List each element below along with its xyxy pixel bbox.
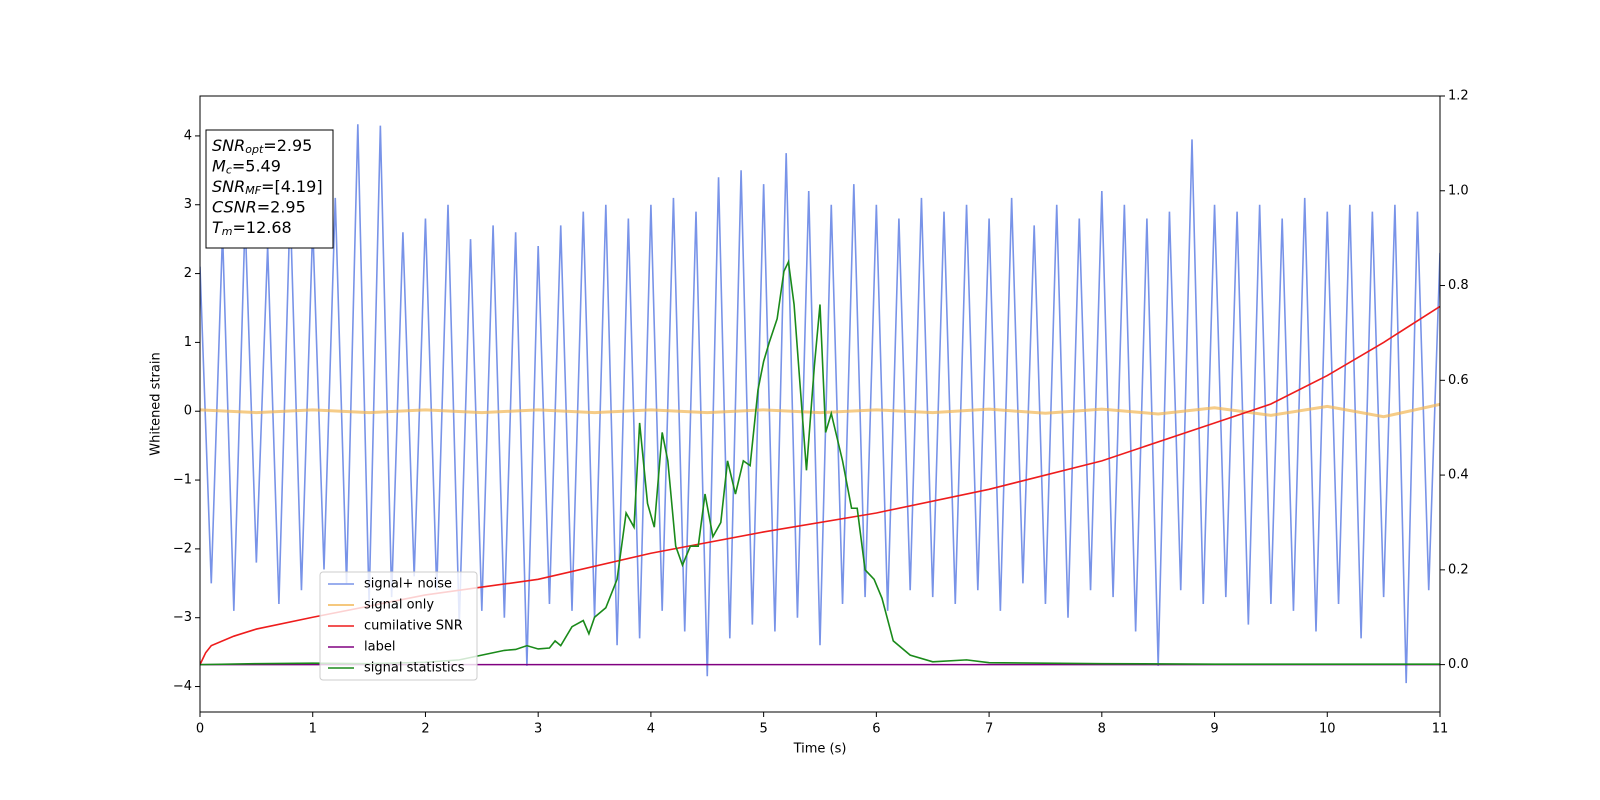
annotation-value: =[4.19] [261, 177, 323, 196]
y-tick-label: 2 [184, 266, 192, 281]
y2-tick-label: 1.2 [1448, 89, 1469, 104]
y-tick-label: 1 [184, 335, 192, 350]
annotation-name: M [212, 156, 226, 175]
legend: signal+ noise signal only cumilative SNR la… [319, 571, 478, 681]
y-tick-label: −4 [173, 679, 192, 694]
series-line [200, 305, 1440, 665]
legend-label: signal only [364, 598, 434, 613]
y-tick-label: 4 [184, 128, 192, 143]
annotation-name: CSNR [212, 197, 257, 216]
legend-label: signal statistics [364, 661, 465, 676]
x-tick-label: 7 [985, 722, 993, 737]
annotation-line: Mc=5.49 [212, 156, 281, 177]
y-axis-label: Whitened strain [149, 352, 164, 455]
x-tick-label: 5 [759, 722, 767, 737]
x-tick-label: 8 [1098, 722, 1106, 737]
y2-tick-label: 0.2 [1448, 562, 1469, 577]
annotation-frame [205, 129, 334, 249]
legend-label: cumilative SNR [364, 619, 463, 634]
annotation-line: SNRopt=2.95 [212, 136, 312, 157]
annotation-value: =2.95 [263, 136, 312, 155]
series-line [200, 124, 1440, 684]
series-line [200, 259, 1440, 666]
y-tick-label: 0 [184, 404, 192, 419]
x-tick-label: 0 [196, 722, 204, 737]
annotation-sub: c [226, 164, 232, 177]
y-tick-label: −3 [173, 610, 192, 625]
annotation-name: SNR [212, 136, 245, 155]
annotation-sub: m [222, 225, 233, 238]
x-tick-label: 6 [872, 722, 880, 737]
annotation-value: =12.68 [233, 218, 292, 237]
x-tick-label: 10 [1319, 722, 1336, 737]
x-tick-label: 9 [1210, 722, 1218, 737]
annotation-value: =5.49 [232, 156, 281, 175]
x-tick-label: 2 [421, 722, 429, 737]
x-tick-label: 1 [309, 722, 317, 737]
y-tick-label: −1 [173, 473, 192, 488]
y2-tick-label: 0.6 [1448, 373, 1469, 388]
annotation-box: SNRopt=2.95Mc=5.49SNRMF=[4.19]CSNR=2.95T… [205, 129, 334, 249]
y-tick-label: −2 [173, 541, 192, 556]
y-tick-label: 3 [184, 197, 192, 212]
annotation-sub: opt [245, 143, 264, 156]
x-tick-label: 4 [647, 722, 655, 737]
series-line [200, 402, 1440, 419]
plot-frame [199, 95, 1441, 713]
x-tick-label: 3 [534, 722, 542, 737]
x-axis-label: Time (s) [793, 742, 847, 757]
y2-tick-label: 1.0 [1448, 183, 1469, 198]
legend-frame [319, 571, 478, 681]
y2-tick-label: 0.4 [1448, 468, 1469, 483]
annotation-name: SNR [212, 177, 245, 196]
y2-tick-label: 0.8 [1448, 278, 1469, 293]
y2-tick-label: 0.0 [1448, 657, 1469, 672]
annotation-sub: MF [245, 184, 261, 197]
annotation-name: T [212, 218, 223, 237]
legend-label: signal+ noise [364, 577, 452, 592]
annotation-line: SNRMF=[4.19] [212, 177, 323, 198]
annotation-value: =2.95 [257, 197, 306, 216]
legend-label: label [364, 640, 395, 655]
annotation-line: Tm=12.68 [212, 218, 292, 239]
annotation-line: CSNR=2.95 [212, 197, 306, 216]
x-tick-label: 11 [1432, 722, 1449, 737]
